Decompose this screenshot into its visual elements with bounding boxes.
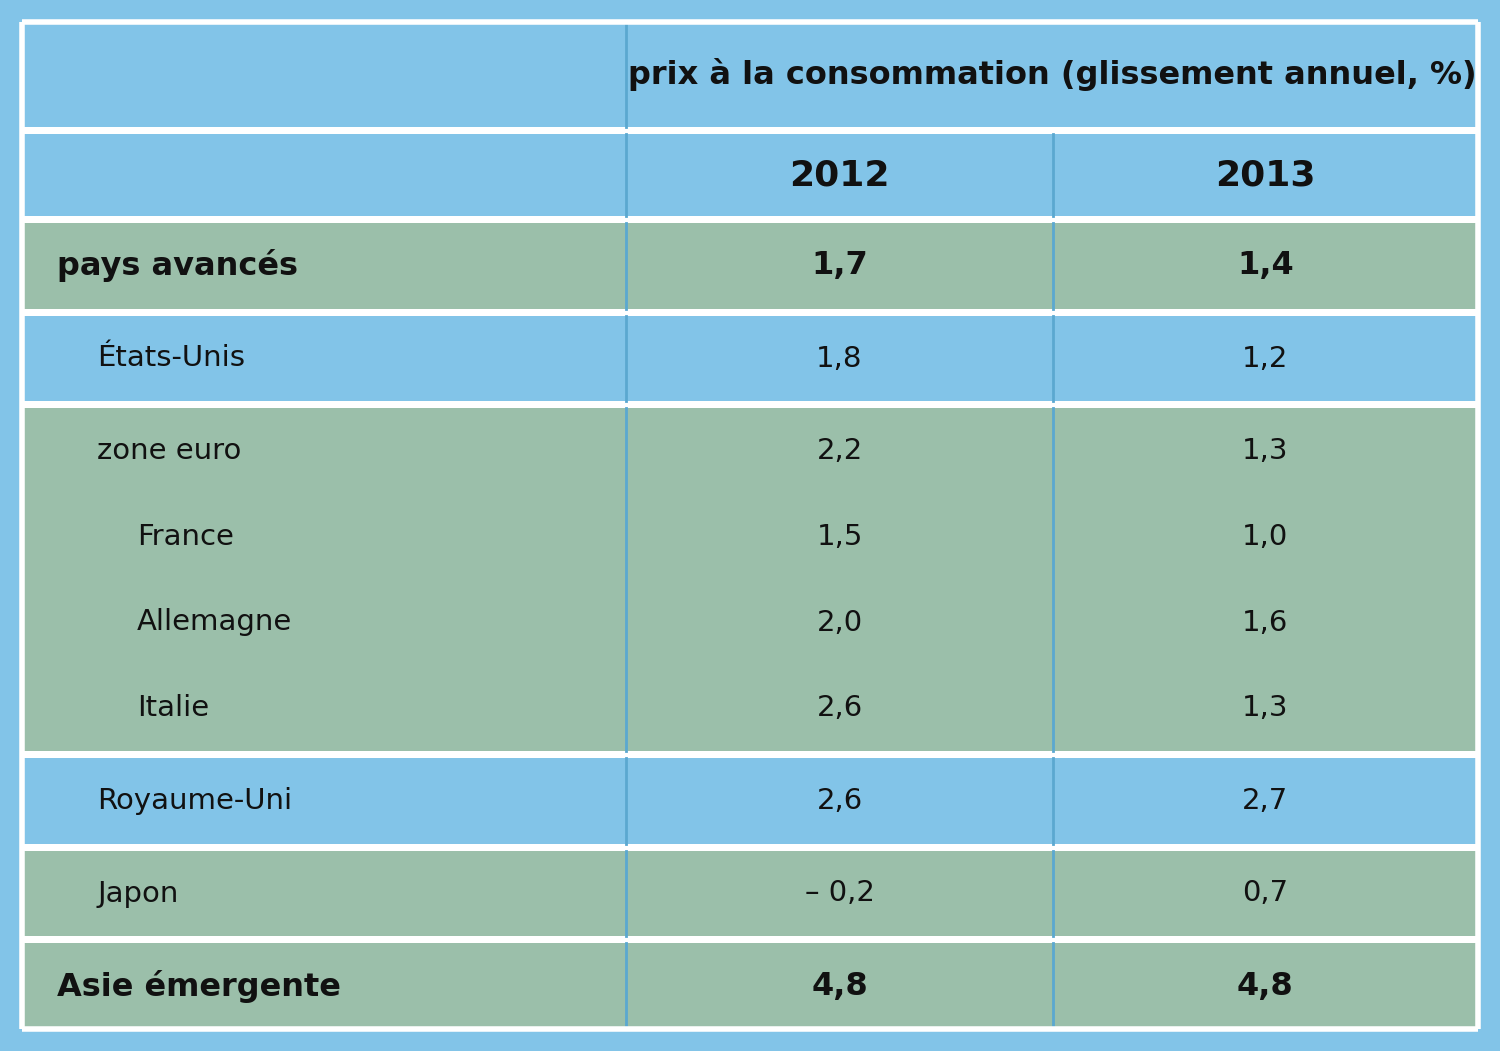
Bar [1053,850,1478,936]
Bar [22,936,1478,944]
Text: 2,6: 2,6 [816,694,862,722]
Text: – 0,2: – 0,2 [804,880,874,907]
Bar [22,751,1478,758]
Text: prix à la consommation (glissement annuel, %): prix à la consommation (glissement annue… [628,58,1476,91]
Bar [22,409,626,751]
Text: 1,2: 1,2 [1242,345,1288,372]
Text: 1,5: 1,5 [816,522,862,551]
Text: zone euro: zone euro [98,437,242,466]
Text: États-Unis: États-Unis [98,345,244,372]
Text: Royaume-Uni: Royaume-Uni [98,787,292,815]
Text: 4,8: 4,8 [1238,971,1294,1002]
Text: 2,0: 2,0 [816,609,862,637]
Bar [626,758,1053,844]
Bar [1053,223,1478,309]
Bar [22,850,626,936]
Bar [1053,944,1478,1029]
Text: Allemagne: Allemagne [136,609,292,637]
Bar [1053,409,1478,751]
Text: 1,8: 1,8 [816,345,862,372]
Text: Asie émergente: Asie émergente [57,970,340,1003]
Text: 0,7: 0,7 [1242,880,1288,907]
Text: 1,0: 1,0 [1242,522,1288,551]
Text: 2012: 2012 [789,158,889,192]
Bar [22,844,1478,850]
Bar [22,309,1478,315]
Bar [626,315,1053,401]
Bar [22,127,1478,133]
Bar [626,409,1053,751]
Text: Italie: Italie [136,694,209,722]
Text: 1,4: 1,4 [1238,250,1294,282]
Text: 2013: 2013 [1215,158,1316,192]
Text: France: France [136,522,234,551]
Bar [22,315,626,401]
Text: Japon: Japon [98,880,178,907]
Bar [22,401,1478,409]
Bar [22,223,626,309]
Bar [22,133,1478,217]
Text: 2,7: 2,7 [1242,787,1288,815]
Bar [626,223,1053,309]
Bar [22,944,626,1029]
Text: pays avancés: pays avancés [57,249,298,283]
Text: 2,2: 2,2 [816,437,862,466]
Bar [626,850,1053,936]
Text: 2,6: 2,6 [816,787,862,815]
Bar [1053,315,1478,401]
Text: 1,6: 1,6 [1242,609,1288,637]
Text: 1,3: 1,3 [1242,694,1288,722]
Text: 1,7: 1,7 [812,250,868,282]
Text: 1,3: 1,3 [1242,437,1288,466]
Bar [1053,758,1478,844]
Text: 4,8: 4,8 [812,971,868,1002]
Bar [626,944,1053,1029]
Bar [22,758,626,844]
Bar [22,22,1478,127]
Bar [22,217,1478,223]
